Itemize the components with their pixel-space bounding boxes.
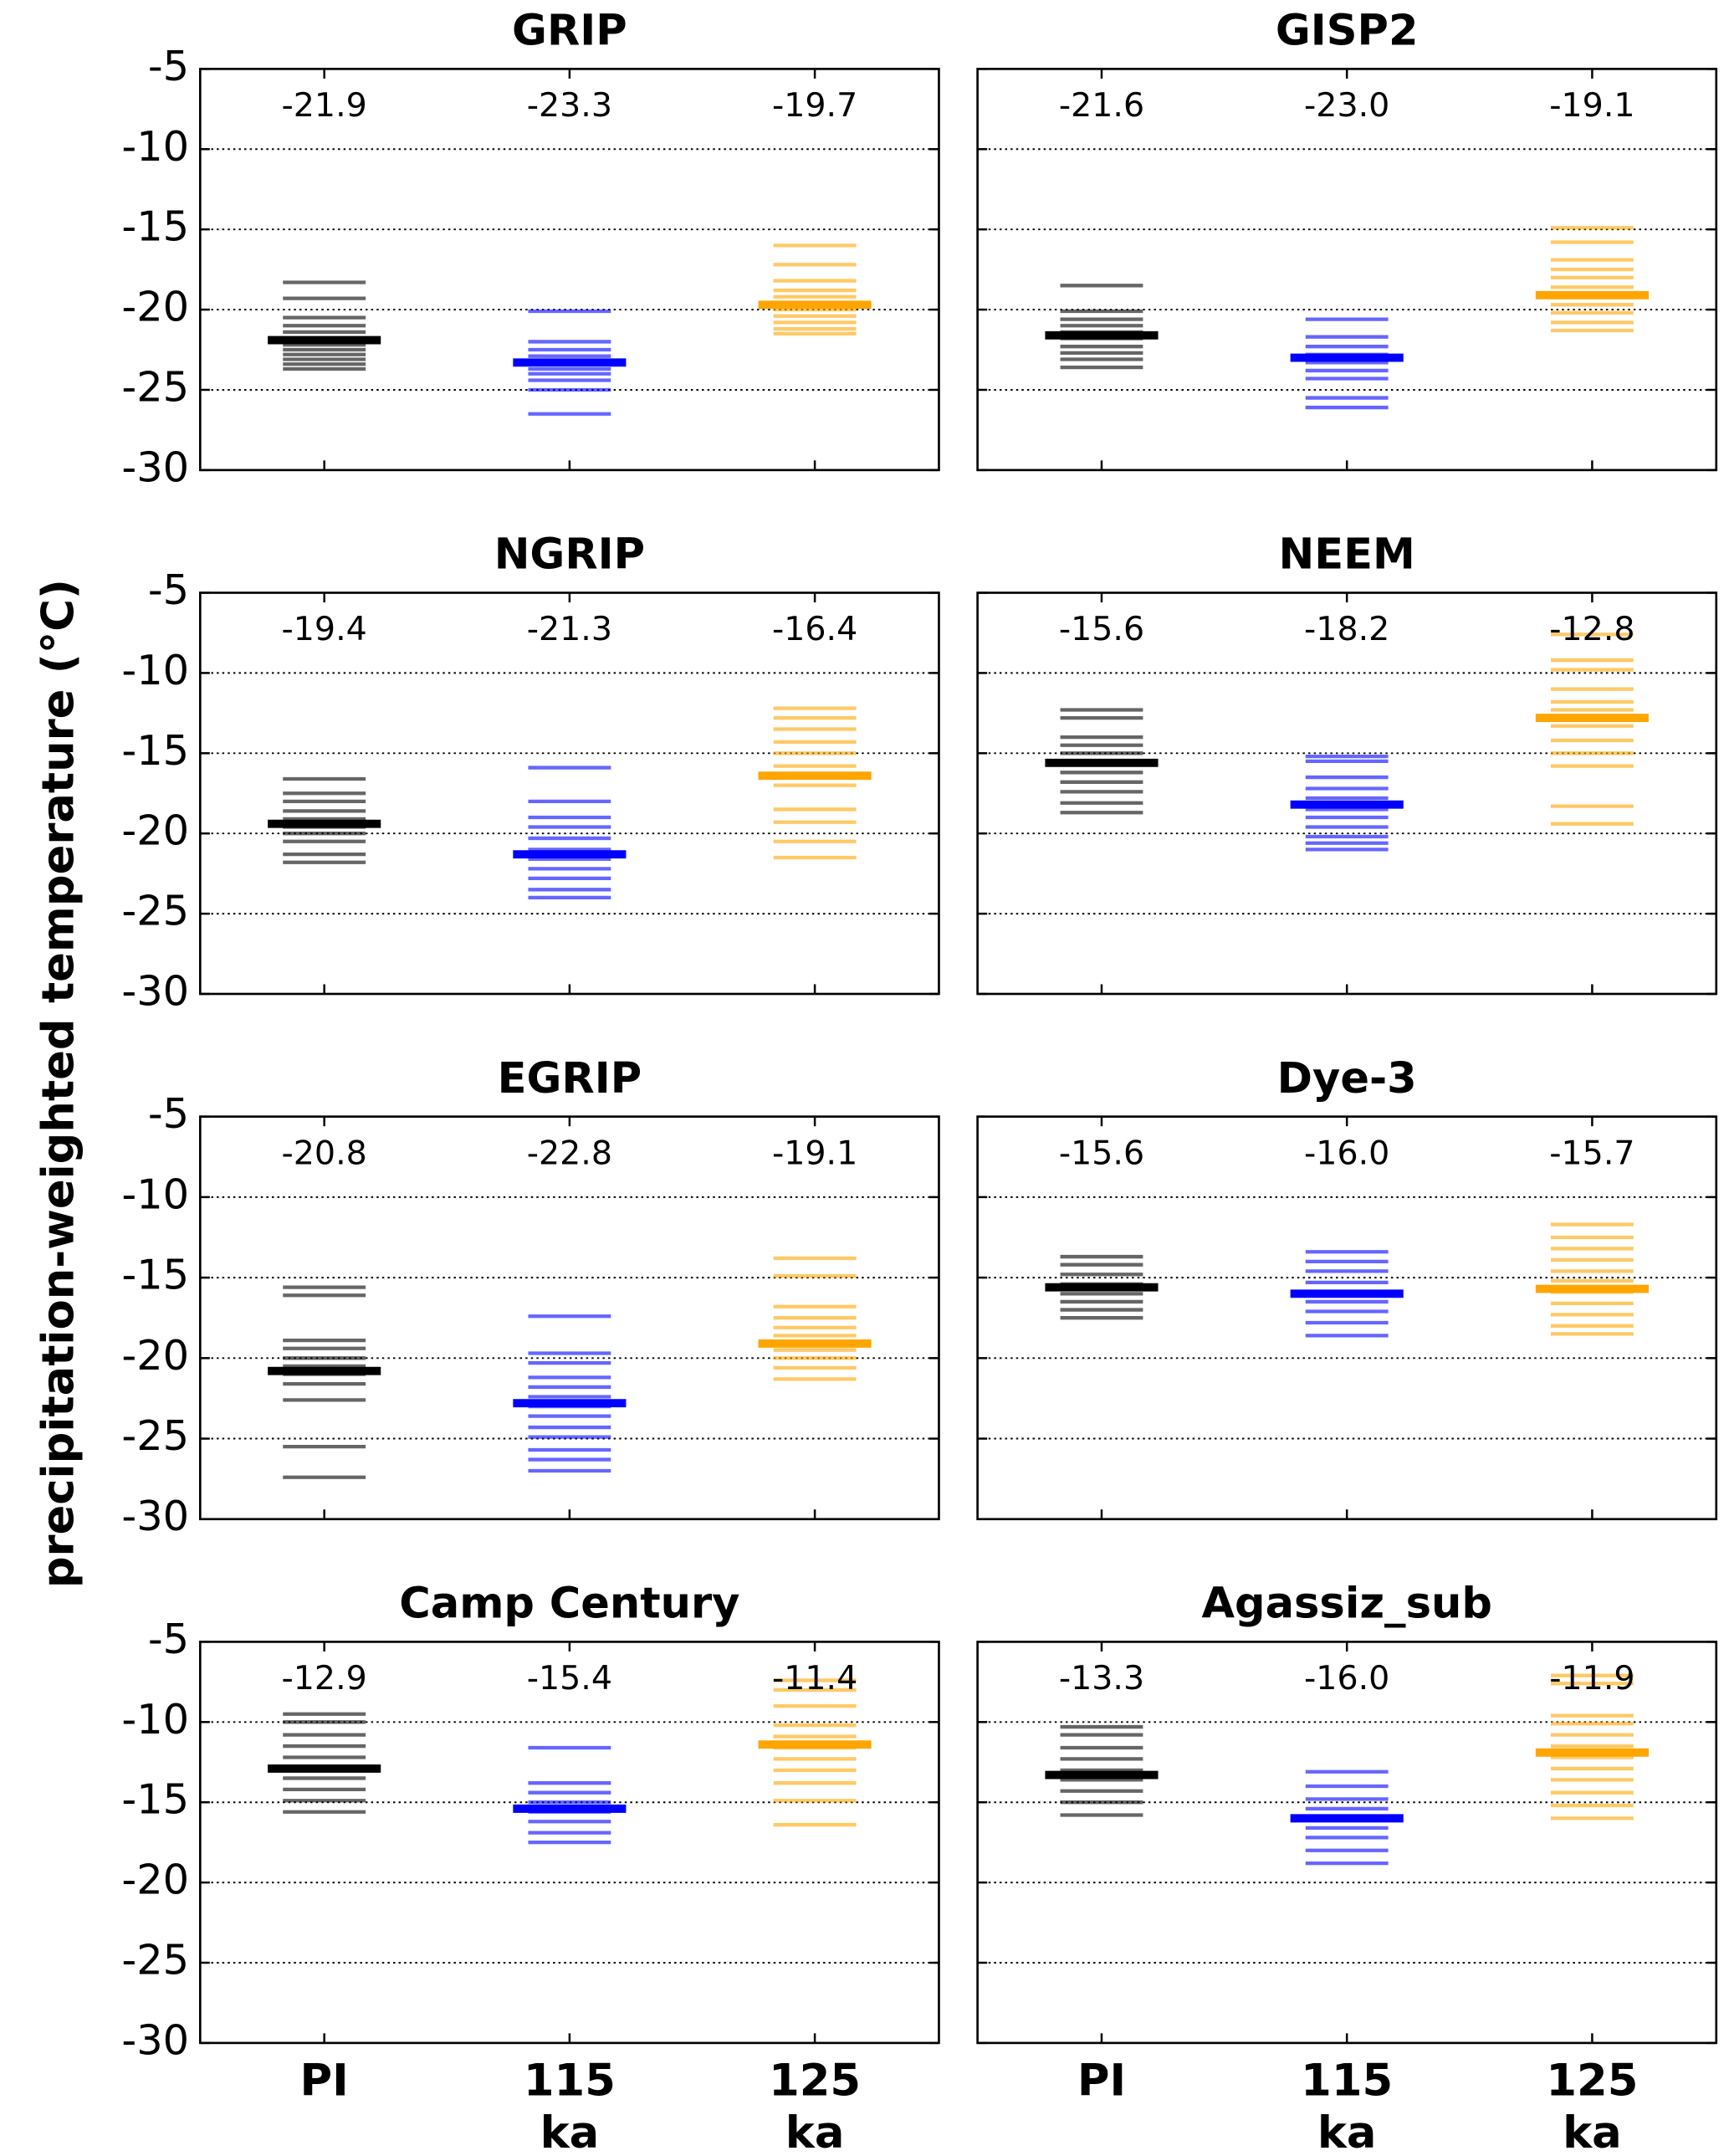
x-tick-label-line: ka (785, 2107, 845, 2156)
y-tick-label: -10 (121, 1170, 189, 1218)
x-tick-label: PI (300, 2056, 349, 2107)
panel-frame (976, 591, 1718, 996)
y-tick-label: -25 (121, 1411, 189, 1460)
panel-title: Dye-3 (1277, 1054, 1417, 1104)
value-label: -23.3 (527, 86, 612, 125)
y-tick-label: -5 (148, 1089, 189, 1138)
x-tick-label-line: 115 (1301, 2056, 1393, 2107)
y-tick-label: -5 (148, 1615, 189, 1663)
y-tick-label: -25 (121, 887, 189, 935)
y-tick-label: -20 (121, 283, 189, 331)
x-tick-label-line: ka (1563, 2107, 1622, 2156)
x-tick-label-line: ka (1317, 2107, 1377, 2156)
y-tick-label: -15 (121, 202, 189, 251)
value-label: -19.4 (282, 610, 367, 648)
value-label: -16.0 (1304, 1659, 1389, 1698)
y-tick-label: -10 (121, 1695, 189, 1744)
value-label: -15.6 (1059, 610, 1144, 648)
value-label: -11.9 (1549, 1659, 1634, 1698)
x-tick-label-line: PI (1077, 2056, 1126, 2107)
panel-frame (976, 1641, 1718, 2045)
y-tick-label: -15 (121, 1251, 189, 1299)
panel-title: EGRIP (498, 1054, 642, 1104)
y-tick-label: -5 (148, 566, 189, 614)
y-tick-label: -5 (148, 42, 189, 90)
value-label: -23.0 (1304, 86, 1389, 125)
x-tick-label-line: 125 (769, 2056, 861, 2107)
panel-frame (976, 1115, 1718, 1521)
value-label: -22.8 (527, 1134, 612, 1172)
y-tick-label: -20 (121, 807, 189, 855)
value-label: -13.3 (1059, 1659, 1144, 1698)
value-label: -19.7 (772, 86, 857, 125)
y-tick-label: -30 (121, 443, 189, 491)
y-tick-label: -30 (121, 2015, 189, 2064)
value-label: -16.0 (1304, 1134, 1389, 1172)
y-tick-label: -20 (121, 1331, 189, 1380)
panel-frame (198, 1115, 940, 1521)
y-tick-label: -10 (121, 646, 189, 694)
y-tick-label: -25 (121, 1935, 189, 1984)
value-label: -12.9 (282, 1659, 367, 1698)
x-tick-label-line: PI (300, 2056, 349, 2107)
x-tick-label: 125 ka (769, 2056, 861, 2156)
panel-title: GRIP (512, 7, 627, 56)
y-tick-label: -15 (121, 1775, 189, 1824)
y-tick-label: -10 (121, 122, 189, 171)
value-label: -21.6 (1059, 86, 1144, 125)
value-label: -20.8 (282, 1134, 367, 1172)
x-tick-label-line: 115 (524, 2056, 616, 2107)
panel-frame (198, 591, 940, 996)
value-label: -11.4 (772, 1659, 857, 1698)
panel-title: GISP2 (1276, 7, 1419, 56)
panel-title: Camp Century (399, 1580, 739, 1629)
value-label: -21.3 (527, 610, 612, 648)
x-tick-label: 115 ka (1301, 2056, 1393, 2156)
panel-title: NEEM (1279, 530, 1415, 580)
value-label: -18.2 (1304, 610, 1389, 648)
value-label: -21.9 (282, 86, 367, 125)
x-tick-label: 125 ka (1546, 2056, 1638, 2156)
panel-title: Agassiz_sub (1202, 1580, 1492, 1629)
value-label: -15.4 (527, 1659, 612, 1698)
value-label: -15.6 (1059, 1134, 1144, 1172)
y-tick-label: -30 (121, 1492, 189, 1540)
y-tick-label: -15 (121, 726, 189, 775)
value-label: -12.8 (1549, 610, 1634, 648)
y-tick-label: -20 (121, 1856, 189, 1904)
y-axis-label: precipitation-weighted temperature (°C) (33, 579, 84, 1588)
value-label: -19.1 (1549, 86, 1634, 125)
panel-frame (198, 1641, 940, 2045)
value-label: -19.1 (772, 1134, 857, 1172)
panel-frame (198, 68, 940, 472)
x-tick-label: PI (1077, 2056, 1126, 2107)
panel-frame (976, 68, 1718, 472)
x-tick-label-line: ka (540, 2107, 600, 2156)
value-label: -16.4 (772, 610, 857, 648)
y-tick-label: -30 (121, 966, 189, 1015)
x-tick-label-line: 125 (1546, 2056, 1638, 2107)
panel-title: NGRIP (494, 530, 645, 580)
x-tick-label: 115 ka (524, 2056, 616, 2156)
y-tick-label: -25 (121, 362, 189, 411)
value-label: -15.7 (1549, 1134, 1634, 1172)
